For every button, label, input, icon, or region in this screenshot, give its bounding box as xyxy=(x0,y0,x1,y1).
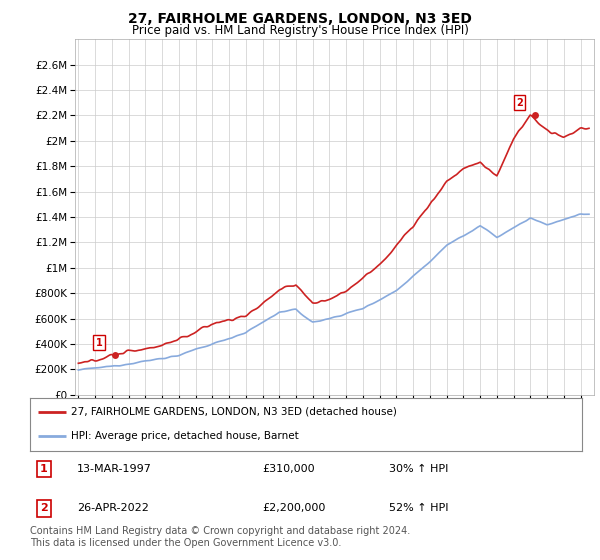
Text: 26-APR-2022: 26-APR-2022 xyxy=(77,503,149,513)
Text: HPI: Average price, detached house, Barnet: HPI: Average price, detached house, Barn… xyxy=(71,431,299,441)
Text: 30% ↑ HPI: 30% ↑ HPI xyxy=(389,464,448,474)
Text: Contains HM Land Registry data © Crown copyright and database right 2024.
This d: Contains HM Land Registry data © Crown c… xyxy=(30,526,410,548)
Text: 2: 2 xyxy=(40,503,47,513)
Text: 2: 2 xyxy=(516,97,523,108)
Text: 1: 1 xyxy=(40,464,47,474)
Text: 13-MAR-1997: 13-MAR-1997 xyxy=(77,464,152,474)
Text: 27, FAIRHOLME GARDENS, LONDON, N3 3ED (detached house): 27, FAIRHOLME GARDENS, LONDON, N3 3ED (d… xyxy=(71,407,397,417)
Text: 52% ↑ HPI: 52% ↑ HPI xyxy=(389,503,448,513)
Text: £310,000: £310,000 xyxy=(262,464,314,474)
Text: 27, FAIRHOLME GARDENS, LONDON, N3 3ED: 27, FAIRHOLME GARDENS, LONDON, N3 3ED xyxy=(128,12,472,26)
Text: Price paid vs. HM Land Registry's House Price Index (HPI): Price paid vs. HM Land Registry's House … xyxy=(131,24,469,36)
Text: 1: 1 xyxy=(96,338,103,348)
Text: £2,200,000: £2,200,000 xyxy=(262,503,325,513)
